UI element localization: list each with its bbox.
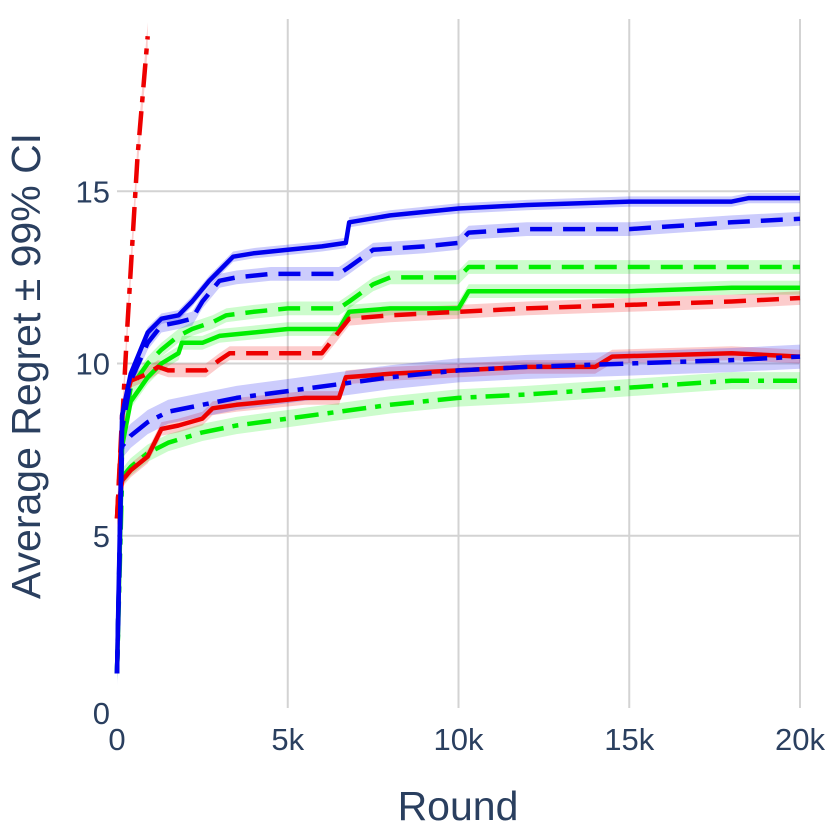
series-line-red-solid [114,350,801,519]
x-tick-label: 20k [775,722,825,757]
series-line-blue-dashdot [114,354,801,674]
x-axis-title: Round [398,783,519,829]
series-line-blue-dash [114,216,801,674]
y-tick-label: 0 [93,696,110,731]
grid [117,19,801,708]
tick-labels: 0 5k 10k 15k 20k 0 5 10 15 [76,174,826,757]
y-axis-title: Average Regret ± 99% CI [3,133,49,599]
x-tick-label: 5k [271,722,304,757]
series-lines [114,36,801,674]
series-line-green-dash [114,264,800,674]
x-tick-label: 10k [434,722,484,757]
ci-band-red-dash [117,291,800,526]
x-tick-label: 0 [108,722,125,757]
series-line-blue-solid [114,195,800,674]
y-tick-label: 10 [76,347,110,382]
y-tick-label: 15 [76,174,110,209]
series-line-red-dashdot [114,36,150,519]
x-tick-label: 15k [604,722,654,757]
series-line-green-dashdot [114,378,800,674]
series-line-red-dash [114,295,801,519]
series-line-green-solid [114,285,800,674]
y-tick-label: 5 [93,519,110,554]
